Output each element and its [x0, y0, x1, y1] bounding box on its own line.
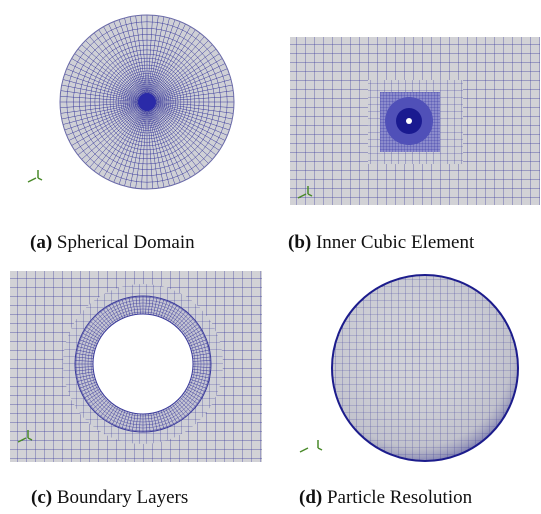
- caption-text: Boundary Layers: [57, 487, 188, 508]
- mesh-boundary: [10, 271, 262, 462]
- caption-label: (d): [299, 487, 322, 508]
- caption-label: (b): [288, 232, 311, 253]
- caption-text: Particle Resolution: [327, 487, 473, 508]
- mesh-core: [138, 93, 156, 111]
- caption: (c) Boundary Layers: [31, 487, 188, 508]
- caption: (b) Inner Cubic Element: [288, 232, 475, 253]
- caption: (a) Spherical Domain: [30, 232, 195, 253]
- caption: (d) Particle Resolution: [299, 487, 473, 508]
- caption-label: (c): [31, 487, 52, 508]
- caption-text: Spherical Domain: [57, 232, 195, 253]
- mesh-cubic: [290, 37, 540, 205]
- figure: (a) Spherical Domain (b) Inner Cubic Ele…: [0, 0, 541, 514]
- caption-text: Inner Cubic Element: [316, 232, 475, 253]
- caption-label: (a): [30, 232, 52, 253]
